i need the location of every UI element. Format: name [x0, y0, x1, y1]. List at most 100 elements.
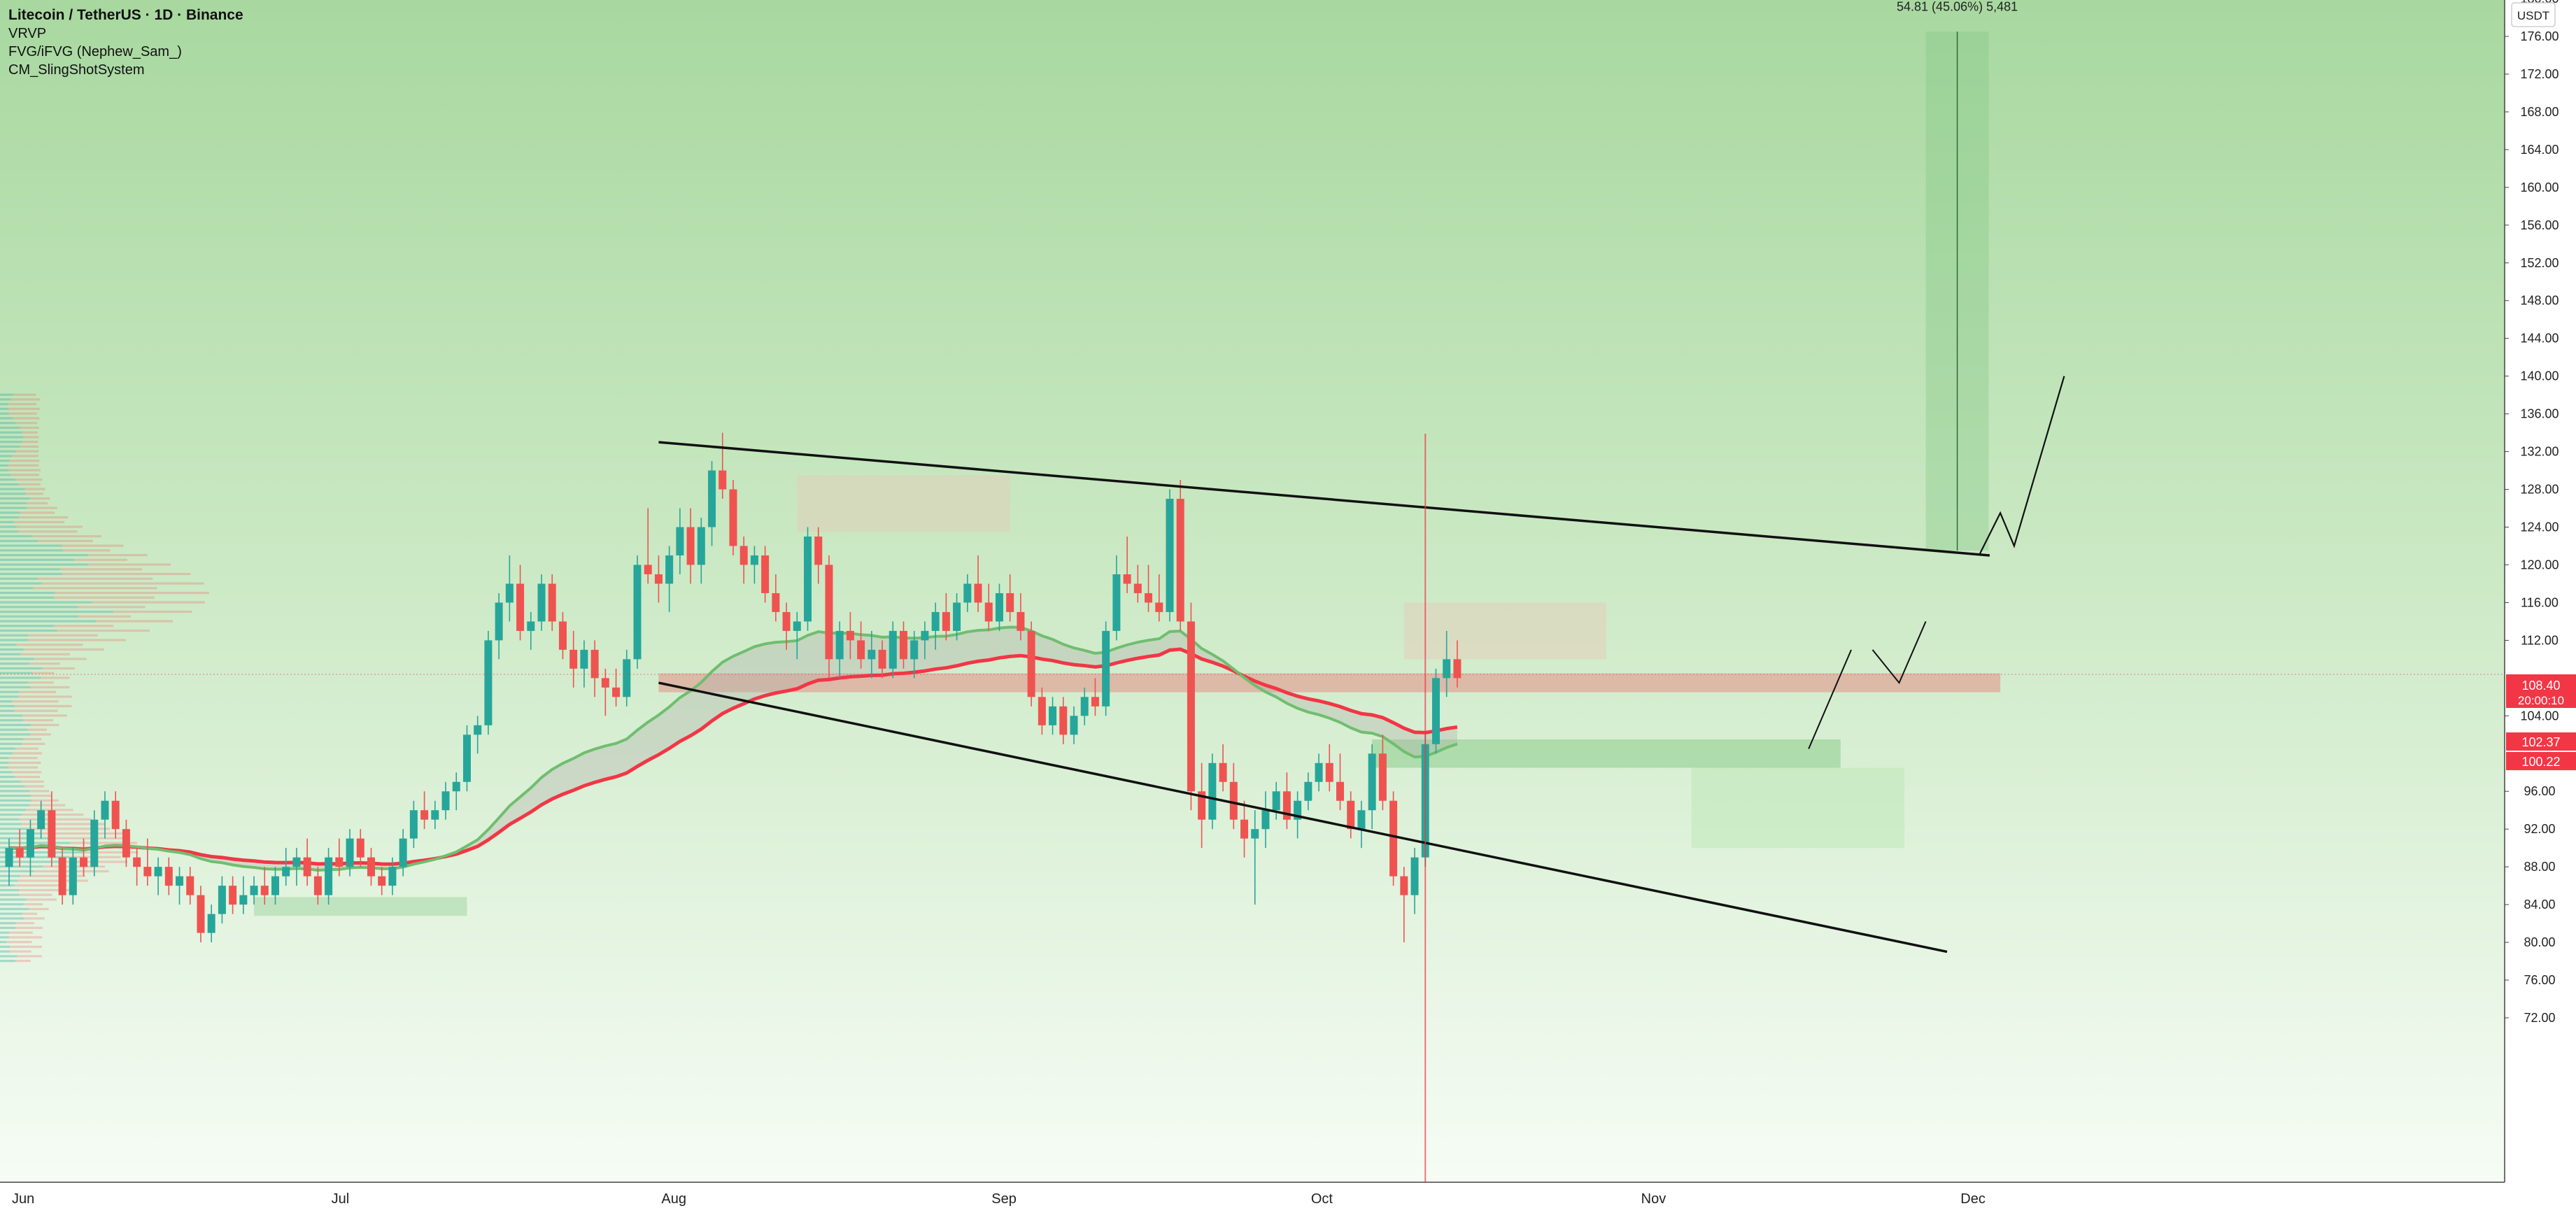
x-tick-label: Dec [1960, 1191, 1986, 1207]
volume-bar-up [0, 898, 27, 901]
indicator-slingshot[interactable]: CM_SlingShotSystem [8, 62, 145, 78]
volume-bar-down [17, 530, 78, 533]
candle [558, 611, 567, 660]
candle [1389, 791, 1398, 886]
candle-body [80, 857, 88, 867]
zone-fvg-green [254, 897, 467, 916]
candle [899, 621, 907, 669]
candle-body [409, 810, 418, 839]
countdown-tag: 20:00:10 [2518, 694, 2564, 707]
candle [537, 574, 546, 631]
candle [601, 668, 609, 716]
candle-body [176, 876, 184, 886]
volume-bar-down [24, 917, 45, 920]
candle [197, 886, 205, 943]
candle-body [729, 489, 737, 546]
volume-bar-down [29, 497, 50, 500]
candle-body [590, 649, 599, 679]
volume-bar-down [20, 511, 55, 514]
ema-fast-line [8, 625, 1458, 872]
volume-bar-down [18, 483, 41, 485]
volume-bar-down [15, 747, 38, 750]
volume-bar-up [0, 860, 64, 863]
candle [15, 829, 24, 867]
candle [1091, 678, 1099, 716]
volume-bar-down [42, 667, 75, 670]
candle-body [1315, 762, 1323, 782]
volume-bar-up [0, 572, 62, 576]
volume-bar-up [0, 441, 22, 444]
volume-bar-up [0, 936, 9, 939]
candle [1155, 574, 1163, 622]
volume-bar-down [53, 596, 155, 599]
candle-body [1261, 810, 1270, 830]
price-axis[interactable]: 180.00176.00172.00168.00164.00160.00156.… [2505, 0, 2559, 1025]
candle [676, 508, 684, 574]
last-price-tag: 108.40 [2521, 679, 2560, 693]
volume-bar-up [0, 403, 8, 406]
volume-bar-down [19, 893, 52, 896]
candle-body [420, 810, 429, 820]
candle-body [1123, 574, 1131, 584]
candle [420, 791, 429, 830]
volume-bar-up [0, 672, 33, 674]
volume-bar-down [60, 568, 143, 571]
volume-bar-down [15, 450, 39, 453]
y-tick-label: 124.00 [2520, 520, 2559, 534]
candle-body [1378, 753, 1387, 801]
volume-bar-up [0, 917, 24, 920]
candle-body [346, 838, 354, 867]
volume-bar-down [23, 648, 104, 651]
volume-bar-down [31, 534, 101, 538]
candle [654, 555, 663, 603]
indicator-vrvp[interactable]: VRVP [8, 26, 47, 41]
y-tick-label: 164.00 [2520, 143, 2559, 157]
candle-body [495, 602, 503, 641]
volume-bar-up [0, 955, 17, 958]
volume-bar-down [15, 922, 34, 925]
measure-tool[interactable]: 54.81 (45.06%) 5,481 [1897, 0, 2018, 551]
volume-bar-up [0, 790, 29, 793]
candle-body [558, 621, 567, 650]
symbol-title[interactable]: Litecoin / TetherUS · 1D · Binance [8, 7, 243, 23]
y-tick-label: 128.00 [2520, 483, 2559, 497]
currency-button[interactable]: USDT [2511, 2, 2556, 27]
candle-body [1240, 819, 1249, 839]
time-axis[interactable]: Jun Jul Aug Sep Oct Nov Dec [12, 1191, 1986, 1207]
volume-bar-down [54, 625, 114, 627]
candles-layer[interactable] [5, 432, 1462, 943]
candle [1017, 593, 1025, 641]
volume-bar-up [0, 728, 28, 731]
volume-bar-down [96, 620, 173, 623]
volume-bar-down [27, 506, 57, 509]
candle-body [1453, 659, 1462, 679]
zones-layer [254, 475, 2001, 916]
volume-bar-up [0, 629, 57, 632]
volume-bar-up [0, 520, 14, 523]
candle-body [857, 640, 865, 660]
candle [1123, 536, 1131, 593]
ema-cloud [9, 627, 1457, 871]
candle-body [282, 867, 290, 877]
volume-bar-down [18, 516, 69, 519]
candle [1166, 489, 1174, 622]
y-tick-label: 136.00 [2520, 407, 2559, 421]
candle-body [580, 649, 588, 669]
candle-body [548, 583, 556, 622]
volume-bar-up [0, 799, 32, 802]
volume-bar-down [33, 587, 157, 590]
candle-body [122, 829, 130, 858]
volume-bar-up [0, 488, 25, 490]
indicator-fvg[interactable]: FVG/iFVG (Nephew_Sam_) [8, 44, 182, 59]
drawings-layer[interactable] [0, 376, 2505, 1182]
candle [186, 867, 194, 905]
volume-bar-down [8, 469, 41, 471]
volume-bar-up [0, 445, 20, 448]
volume-bar-down [34, 658, 87, 660]
y-tick-label: 84.00 [2524, 898, 2555, 911]
candle [325, 848, 333, 905]
currency-label[interactable]: USDT [2517, 9, 2549, 22]
candle [271, 867, 279, 905]
